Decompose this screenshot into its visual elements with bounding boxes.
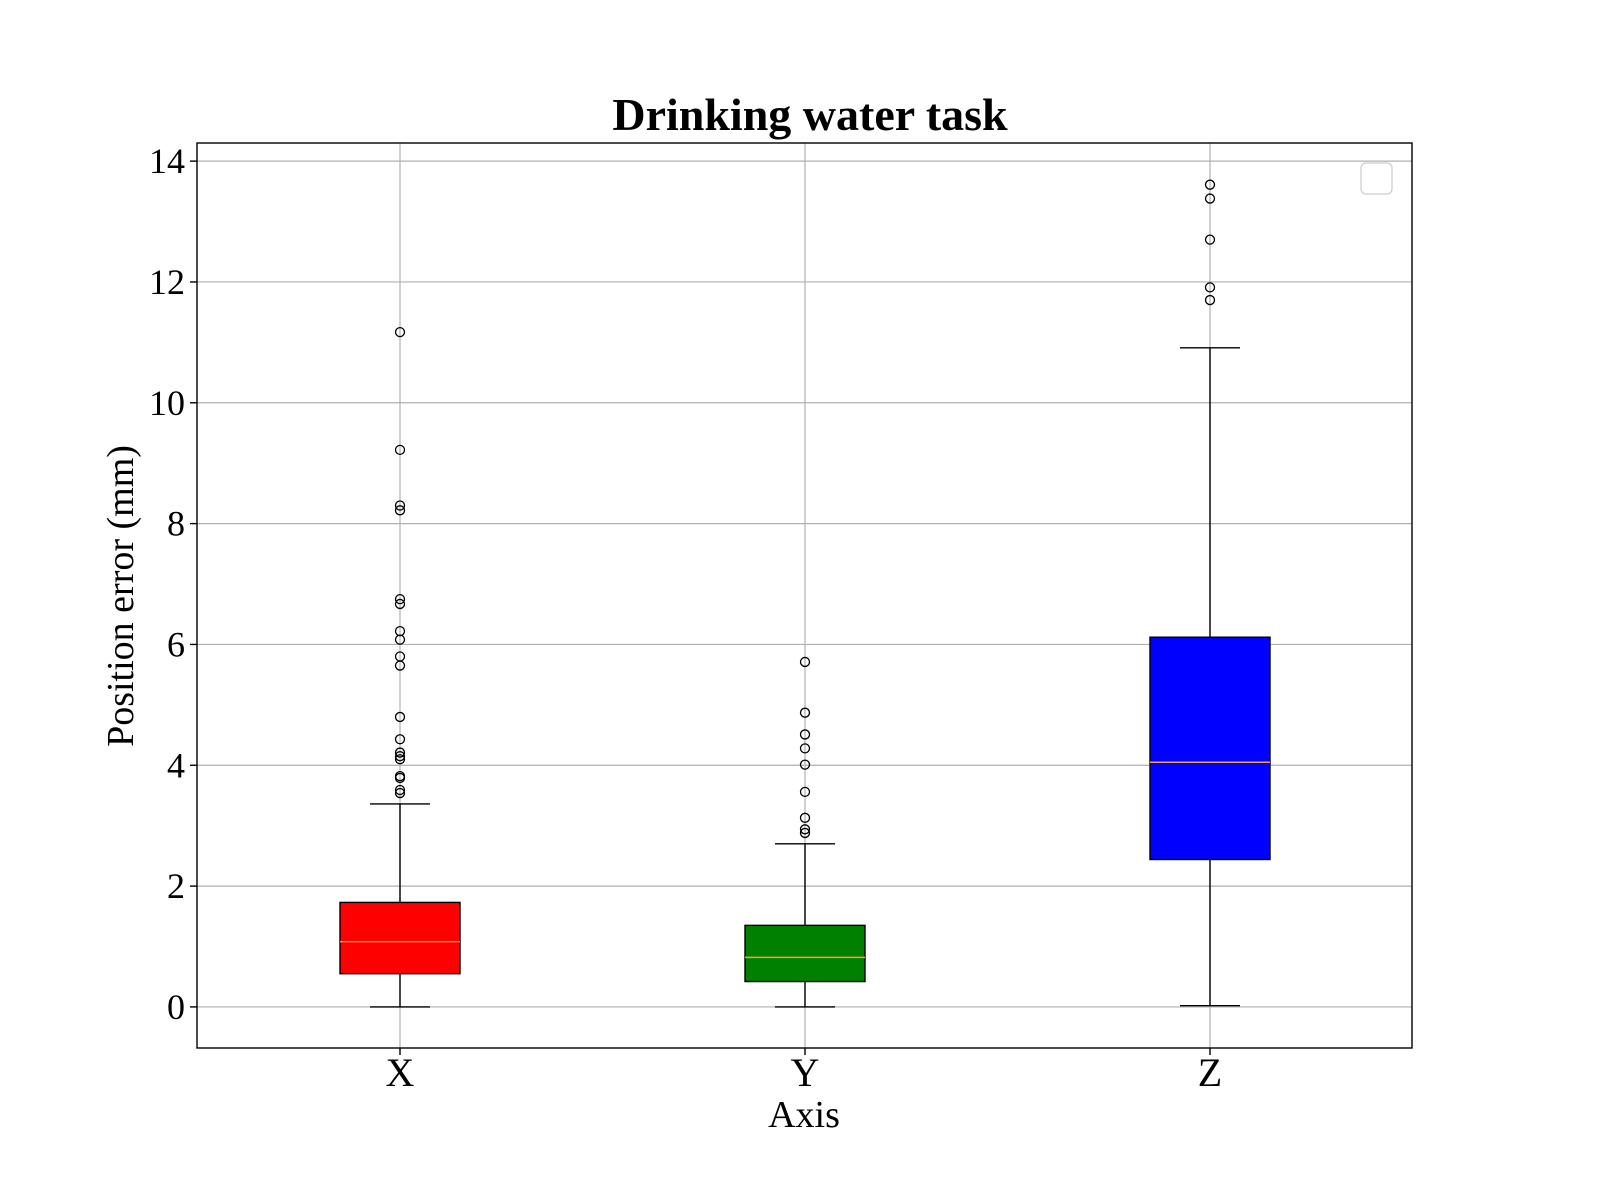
- outlier-point: [799, 824, 811, 835]
- outlier-point: [394, 711, 406, 723]
- outlier-point: [394, 784, 406, 796]
- outlier-point: [394, 500, 406, 511]
- iqr-box: [1149, 636, 1271, 861]
- outlier-point: [394, 598, 406, 610]
- outlier-point: [799, 786, 811, 797]
- plot-frame: [196, 142, 1413, 1049]
- outlier-point: [799, 743, 811, 754]
- outlier-point: [799, 759, 811, 770]
- y-tick-labels: 0 2 4 6 8 10 12 14: [149, 141, 197, 1027]
- outlier-point: [394, 770, 406, 782]
- empty-legend: [1360, 162, 1393, 195]
- y-tick-label: 10: [149, 383, 185, 423]
- outlier-point: [1204, 294, 1216, 306]
- outlier-point: [394, 505, 406, 516]
- outlier-point: [799, 827, 811, 839]
- x-tick-label: Z: [1198, 1050, 1222, 1095]
- outlier-point: [1204, 193, 1216, 204]
- y-tick-label: 8: [167, 504, 185, 544]
- outlier-point: [394, 326, 406, 338]
- outlier-point: [394, 787, 406, 799]
- outlier-point: [1204, 179, 1216, 190]
- outlier-point: [394, 751, 406, 762]
- y-tick-label: 4: [167, 745, 185, 785]
- outlier-point: [1204, 234, 1216, 245]
- outlier-point: [799, 707, 811, 718]
- y-axis-label: Position error (mm): [100, 445, 142, 747]
- x-axis-label: Axis: [768, 1094, 840, 1136]
- iqr-box: [744, 924, 866, 983]
- x-tick-labels: X Y Z: [386, 1048, 1222, 1095]
- y-tick-label: 6: [167, 624, 185, 664]
- outlier-point: [799, 656, 811, 668]
- outlier-point: [394, 754, 406, 765]
- outlier-point: [394, 734, 406, 745]
- iqr-box: [339, 901, 461, 975]
- outlier-point: [394, 444, 406, 456]
- x-tick-label: X: [386, 1050, 415, 1095]
- outlier-point: [799, 729, 811, 740]
- y-tick-label: 2: [167, 866, 185, 906]
- outlier-point: [394, 593, 406, 605]
- chart-title: Drinking water task: [612, 89, 1008, 140]
- y-tick-label: 14: [149, 141, 185, 181]
- box-z: [1149, 179, 1271, 1007]
- box-x: [339, 326, 461, 1008]
- outlier-point: [394, 625, 406, 637]
- box-series: [339, 179, 1271, 1008]
- outlier-point: [394, 747, 406, 758]
- outlier-point: [394, 651, 406, 662]
- y-tick-label: 0: [167, 987, 185, 1027]
- y-tick-label: 12: [149, 262, 185, 302]
- outlier-point: [799, 812, 811, 823]
- box-y: [744, 656, 866, 1008]
- outlier-point: [1204, 282, 1216, 293]
- x-tick-label: Y: [791, 1050, 820, 1095]
